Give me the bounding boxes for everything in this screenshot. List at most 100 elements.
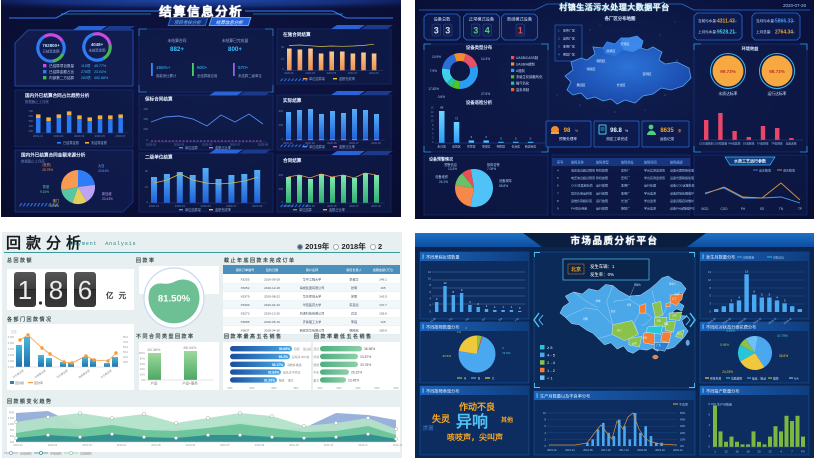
svg-text:2764.34: 2764.34 — [775, 30, 793, 36]
svg-text:用能渗比累计: 用能渗比累计 — [156, 73, 177, 78]
svg-text:700: 700 — [29, 109, 34, 113]
svg-text:果园厂区: 果园厂区 — [563, 52, 575, 57]
svg-text:1: 1 — [486, 304, 488, 308]
svg-text:X5273: X5273 — [241, 312, 250, 316]
svg-text:异响: 异响 — [456, 412, 488, 431]
svg-text:4: 4 — [545, 431, 547, 435]
svg-text:亿 元: 亿 元 — [106, 290, 128, 300]
svg-text:0: 0 — [710, 310, 712, 314]
svg-text:1-3: 1-3 — [448, 316, 454, 322]
svg-text:92.84%: 92.84% — [268, 371, 279, 375]
svg-text:0: 0 — [430, 310, 432, 314]
svg-text:东北事业部: 东北事业部 — [100, 368, 113, 379]
svg-text:生产月数量: 生产月数量 — [717, 402, 732, 407]
svg-text:设备预警情况: 设备预警情况 — [429, 156, 453, 162]
svg-text:0: 0 — [709, 444, 711, 448]
svg-text:1,200: 1,200 — [8, 417, 15, 420]
svg-text:2019-04: 2019-04 — [117, 443, 127, 447]
svg-text:1 - 2: 1 - 2 — [547, 368, 556, 373]
svg-text:2020-01: 2020-01 — [149, 204, 160, 208]
svg-text:142.5: 142.5 — [379, 294, 387, 298]
svg-text:永兴区: 永兴区 — [437, 144, 446, 149]
svg-text:不同投产数量分布: 不同投产数量分布 — [706, 387, 740, 394]
svg-text:12: 12 — [428, 270, 431, 274]
svg-text:165: 165 — [380, 286, 385, 290]
svg-text:未结算金额: 未结算金额 — [91, 140, 108, 145]
svg-text:销售订单编号: 销售订单编号 — [236, 267, 255, 272]
svg-text:回款率: 回款率 — [34, 380, 43, 385]
svg-text:80%: 80% — [140, 356, 146, 360]
svg-text:张明: 张明 — [351, 285, 357, 290]
svg-text:测定工单完成: 测定工单完成 — [606, 136, 628, 141]
svg-text:91.95%: 91.95% — [264, 378, 275, 382]
svg-text:故障类型: 故障类型 — [596, 160, 610, 165]
svg-text:600: 600 — [29, 114, 34, 118]
svg-text:金额占比率: 金额占比率 — [329, 207, 346, 212]
svg-text:四川: 四川 — [617, 329, 622, 332]
svg-text:X5379: X5379 — [241, 294, 250, 298]
svg-text:已结算金额: 已结算金额 — [63, 140, 80, 145]
svg-text:50%: 50% — [123, 351, 129, 354]
svg-text:125: 125 — [380, 320, 385, 324]
svg-text:5: 5 — [761, 293, 763, 297]
svg-text:88.04%: 88.04% — [184, 346, 198, 350]
svg-text:PH值监测: PH值监测 — [729, 142, 741, 146]
svg-text:各厂区分布地图: 各厂区分布地图 — [604, 15, 636, 22]
svg-text:17.82%: 17.82% — [428, 87, 439, 91]
svg-text:2: 2 — [545, 437, 547, 441]
svg-text:客户名称: 客户名称 — [306, 267, 318, 272]
svg-text:发生车辆：1: 发生车辆：1 — [590, 263, 615, 270]
svg-text:95.2%: 95.2% — [279, 355, 288, 359]
svg-text:2019-02: 2019-02 — [782, 316, 793, 325]
svg-text:30%: 30% — [680, 424, 686, 428]
svg-text:14: 14 — [431, 110, 434, 114]
svg-text:2020-01: 2020-01 — [283, 204, 293, 208]
svg-text:（资质）: （资质） — [40, 162, 53, 167]
svg-text:13: 13 — [745, 269, 749, 273]
svg-text:华西医药大学: 华西医药大学 — [303, 302, 322, 307]
svg-text:4: 4 — [558, 53, 560, 57]
svg-text:16: 16 — [735, 450, 739, 454]
svg-text:2019-09: 2019-09 — [289, 443, 299, 447]
svg-text:5.98%: 5.98% — [720, 343, 729, 347]
svg-text:2019-04: 2019-04 — [706, 316, 717, 325]
svg-text:400: 400 — [279, 173, 284, 177]
svg-text:882+: 882+ — [170, 46, 184, 53]
svg-text:< 1: < 1 — [547, 375, 553, 380]
svg-text:黑龙江: 黑龙江 — [669, 281, 677, 285]
svg-text:2020-07: 2020-07 — [230, 143, 241, 147]
svg-text:华东师范大学: 华东师范大学 — [303, 293, 322, 298]
svg-text:23.64%: 23.64% — [98, 169, 109, 173]
svg-text:8: 8 — [709, 402, 711, 406]
svg-text:条: 条 — [678, 128, 682, 133]
svg-text:2019-07: 2019-07 — [220, 443, 230, 447]
svg-text:A: A — [464, 377, 467, 381]
svg-text:故障名称: 故障名称 — [571, 160, 585, 165]
svg-text:SS: SS — [760, 207, 764, 211]
svg-text:学台监测: 学台监测 — [644, 198, 656, 203]
svg-text:55.8%: 55.8% — [499, 184, 508, 188]
svg-text:海成集团有限公司: 海成集团有限公司 — [300, 285, 325, 290]
svg-text:95%: 95% — [271, 386, 277, 390]
svg-text:2020-03: 2020-03 — [305, 71, 315, 75]
svg-text:UASB/A舱制: UASB/A舱制 — [516, 61, 535, 66]
svg-text:6: 6 — [78, 275, 92, 305]
svg-text:600+: 600+ — [197, 65, 208, 70]
svg-text:4: 4 — [557, 169, 559, 173]
svg-text:2020-01: 2020-01 — [283, 141, 293, 145]
svg-text:20%: 20% — [680, 431, 686, 435]
svg-text:中级销售: 中级销售 — [50, 451, 62, 456]
svg-text:内蒙古: 内蒙古 — [634, 283, 642, 287]
svg-text:运行故障: 运行故障 — [596, 183, 608, 188]
svg-text:发生月数量分布: 发生月数量分布 — [706, 253, 735, 260]
svg-text:5: 5 — [710, 294, 712, 298]
svg-text:COD: COD — [720, 207, 728, 211]
svg-text:2019-11: 2019-11 — [33, 134, 44, 138]
svg-text:1%: 1% — [457, 330, 462, 334]
svg-text:9: 9 — [557, 207, 559, 211]
svg-text:4-5: 4-5 — [464, 316, 470, 322]
svg-text:整机故障: 整机故障 — [596, 175, 608, 180]
svg-text:X5837: X5837 — [241, 329, 250, 333]
svg-text:m³: m³ — [791, 31, 795, 35]
svg-text:2020-07: 2020-07 — [349, 204, 359, 208]
